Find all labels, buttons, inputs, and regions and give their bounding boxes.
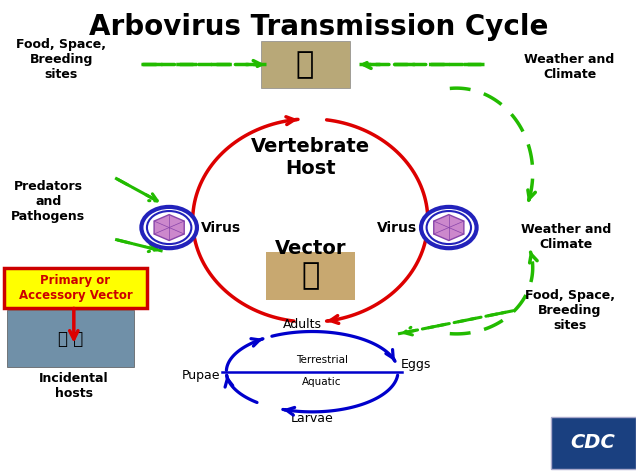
Text: Primary or
Accessory Vector: Primary or Accessory Vector xyxy=(18,274,132,302)
Polygon shape xyxy=(154,215,184,240)
Text: 🐎 👥: 🐎 👥 xyxy=(58,329,83,347)
Text: Terrestrial: Terrestrial xyxy=(296,355,348,365)
Text: Pupae: Pupae xyxy=(182,369,220,382)
Text: CDC: CDC xyxy=(571,433,615,452)
Text: Weather and
Climate: Weather and Climate xyxy=(521,223,612,251)
Text: Vector: Vector xyxy=(275,239,346,258)
FancyBboxPatch shape xyxy=(7,310,134,367)
Text: Adults: Adults xyxy=(283,318,322,331)
Circle shape xyxy=(141,207,197,248)
Circle shape xyxy=(421,207,476,248)
Text: 🐦: 🐦 xyxy=(296,50,313,79)
Text: Food, Space,
Breeding
sites: Food, Space, Breeding sites xyxy=(525,289,615,332)
Polygon shape xyxy=(434,215,464,240)
FancyBboxPatch shape xyxy=(266,252,355,300)
Text: Virus: Virus xyxy=(201,220,241,235)
Text: 🦟: 🦟 xyxy=(301,262,319,291)
Text: Weather and
Climate: Weather and Climate xyxy=(524,53,615,81)
Text: Larvae: Larvae xyxy=(290,412,334,426)
Text: Arbovirus Transmission Cycle: Arbovirus Transmission Cycle xyxy=(89,12,548,40)
Text: Eggs: Eggs xyxy=(401,358,431,371)
Text: Virus: Virus xyxy=(377,220,417,235)
FancyBboxPatch shape xyxy=(4,268,147,308)
FancyBboxPatch shape xyxy=(550,417,636,469)
Text: Incidental
hosts: Incidental hosts xyxy=(39,372,109,400)
Text: Predators
and
Pathogens: Predators and Pathogens xyxy=(11,180,85,223)
FancyBboxPatch shape xyxy=(261,41,350,88)
Text: Aquatic: Aquatic xyxy=(302,377,341,387)
Text: Food, Space,
Breeding
sites: Food, Space, Breeding sites xyxy=(16,38,106,81)
Text: Vertebrate
Host: Vertebrate Host xyxy=(251,137,370,178)
